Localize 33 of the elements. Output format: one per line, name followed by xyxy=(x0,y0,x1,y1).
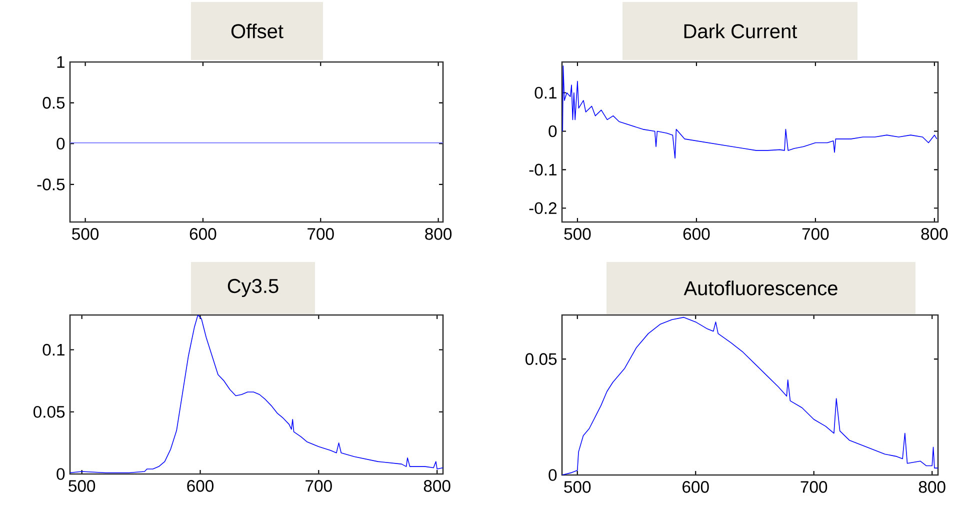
x-tick-label: 600 xyxy=(187,480,214,492)
y-tick-label: 0.05 xyxy=(526,353,557,365)
x-tick-label: 800 xyxy=(425,228,452,240)
x-tick-label: 600 xyxy=(682,481,709,493)
x-tick-label: 700 xyxy=(308,228,334,240)
y-tick-label: -0.1 xyxy=(529,164,556,176)
y-tick-label: 0.1 xyxy=(42,344,64,356)
x-tick-label: 700 xyxy=(306,480,332,492)
y-tick-label: 0 xyxy=(548,125,557,138)
chart-title: Autofluorescence xyxy=(684,280,838,296)
chart-title: Cy3.5 xyxy=(228,278,278,298)
y-tick-label: -0.5 xyxy=(37,178,65,190)
y-tick-label: -0.2 xyxy=(529,202,556,214)
x-tick-label: 500 xyxy=(564,481,591,493)
x-tick-label: 600 xyxy=(190,228,216,240)
y-tick-label: 0.05 xyxy=(34,406,65,418)
y-tick-label: 0 xyxy=(548,469,557,481)
x-tick-label: 700 xyxy=(800,481,828,493)
y-tick-label: 0 xyxy=(56,468,65,480)
x-tick-label: 500 xyxy=(72,228,99,240)
x-tick-label: 700 xyxy=(802,228,829,240)
x-tick-label: 800 xyxy=(424,480,450,492)
chart-title: Offset xyxy=(231,24,284,38)
x-tick-label: 600 xyxy=(683,228,710,240)
x-tick-label: 800 xyxy=(921,228,948,240)
y-tick-label: 0.1 xyxy=(534,86,556,99)
chart-title: Dark Current xyxy=(684,24,798,38)
y-tick-label: 0.5 xyxy=(42,96,65,109)
x-tick-label: 800 xyxy=(918,481,946,493)
x-tick-label: 500 xyxy=(564,228,591,240)
y-tick-label: 0 xyxy=(56,138,65,150)
x-tick-label: 500 xyxy=(68,480,96,492)
y-tick-label: 1 xyxy=(57,56,64,68)
